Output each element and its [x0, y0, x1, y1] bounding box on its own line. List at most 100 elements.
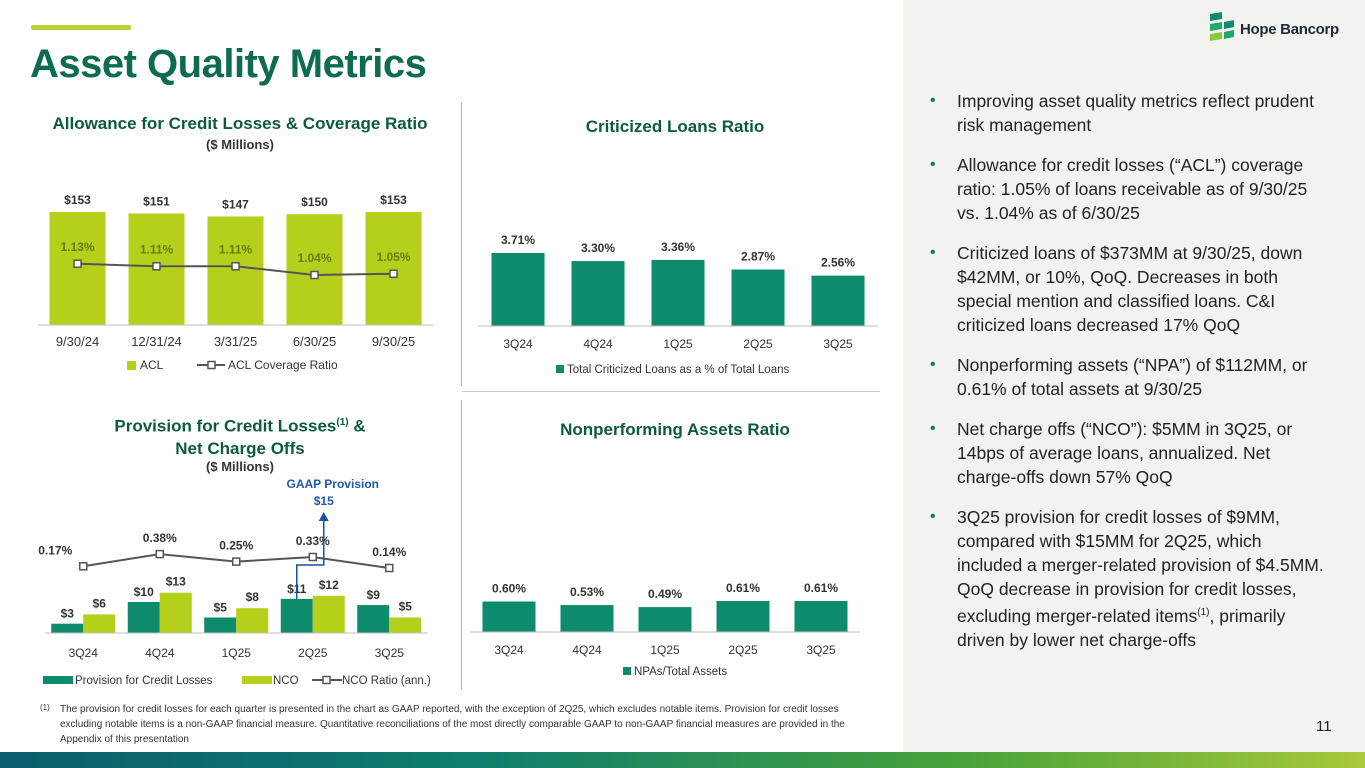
provision-title-text: Provision for Credit Losses — [114, 416, 337, 436]
criticized-x-tick-label: 4Q24 — [583, 337, 613, 351]
nco-bar — [389, 617, 422, 633]
criticized-bar — [811, 275, 865, 326]
nco-ratio-legend-label: NCO Ratio (ann.) — [342, 675, 431, 687]
footnote: (1) The provision for credit losses for … — [40, 702, 870, 747]
npa-bar-label: 0.60% — [492, 582, 526, 596]
provision-bar-label: $3 — [61, 607, 75, 621]
npa-bar-label: 0.61% — [726, 581, 760, 595]
provision-x-tick-label: 4Q24 — [145, 646, 175, 660]
nco-bar-label: $8 — [246, 590, 260, 604]
npa-bar — [794, 601, 848, 632]
nco-ratio-label: 0.38% — [143, 531, 177, 545]
page-title: Asset Quality Metrics — [30, 42, 427, 86]
npa-chart-title: Nonperforming Assets Ratio — [560, 420, 790, 439]
brand-gradient-bar — [0, 752, 1365, 768]
npa-bar-label: 0.61% — [804, 581, 838, 595]
nco-legend-label: NCO — [273, 675, 299, 687]
nco-bar-label: $6 — [93, 596, 107, 610]
nco-bar — [159, 592, 192, 633]
acl-coverage-marker — [389, 269, 398, 278]
bullet-text: Improving asset quality metrics reflect … — [957, 91, 1314, 135]
acl-bar — [286, 214, 343, 325]
bullet-item: • Nonperforming assets (“NPA”) of $112MM,… — [930, 353, 1330, 401]
title-accent-line — [31, 25, 131, 30]
acl-chart-subtitle: ($ Millions) — [206, 137, 274, 152]
criticized-bar — [571, 261, 625, 326]
bullet-text-end: , primarily driven by lower net charge-o… — [957, 605, 1286, 650]
commentary-panel — [903, 0, 1365, 752]
provision-chart-subtitle: ($ Millions) — [206, 459, 274, 474]
provision-bar-label: $5 — [214, 601, 228, 615]
provision-bar — [127, 602, 160, 633]
provision-x-tick-label: 1Q25 — [222, 646, 252, 660]
npa-bar — [560, 605, 614, 632]
npa-bar-label: 0.53% — [570, 585, 604, 599]
provision-bar — [280, 598, 313, 633]
criticized-x-tick-label: 2Q25 — [743, 337, 773, 351]
bullet-item: • Allowance for credit losses (“ACL”) cov… — [930, 153, 1330, 225]
provision-bar — [204, 617, 237, 633]
criticized-bar-label: 3.71% — [501, 233, 535, 247]
acl-bar — [207, 216, 264, 325]
npa-x-tick-label: 3Q24 — [494, 643, 524, 657]
bullet-dot-icon: • — [930, 356, 936, 373]
footnote-text: The provision for credit losses for each… — [60, 704, 845, 745]
nco-ratio-label: 0.17% — [38, 543, 72, 557]
nco-ratio-legend-marker — [322, 675, 331, 685]
provision-bar-label: $10 — [134, 585, 154, 599]
nco-bar — [83, 614, 116, 633]
acl-bar — [365, 212, 422, 325]
acl-x-tick-label: 9/30/24 — [56, 334, 99, 349]
bullet-item: • Criticized loans of $373MM at 9/30/25, … — [930, 241, 1330, 337]
acl-bar-label: $153 — [64, 193, 91, 207]
provision-bar — [357, 605, 390, 633]
npa-bar — [482, 601, 536, 632]
acl-coverage-marker — [152, 262, 161, 271]
criticized-bar — [491, 253, 545, 326]
provision-legend-swatch — [43, 676, 73, 684]
provision-title-amp: & — [348, 416, 366, 436]
npa-x-tick-label: 1Q25 — [650, 643, 680, 657]
provision-bar — [51, 623, 84, 633]
acl-coverage-marker — [73, 259, 82, 268]
acl-x-tick-label: 12/31/24 — [131, 334, 182, 349]
nco-legend-swatch — [242, 676, 272, 684]
provision-x-tick-label: 3Q25 — [375, 646, 405, 660]
page-number: 11 — [1316, 718, 1332, 735]
acl-coverage-marker — [310, 270, 319, 280]
bullet-text: 3Q25 provision for credit losses of $9MM… — [957, 507, 1324, 626]
acl-chart-title: Allowance for Credit Losses & Coverage R… — [52, 114, 428, 133]
acl-chart: $153 9/30/24 $151 12/31/24 $147 3/31/25 $150 6/… — [38, 193, 433, 372]
divider-vertical-bottom — [461, 400, 462, 690]
acl-coverage-label: 1.04% — [297, 251, 331, 265]
npa-bar-label: 0.49% — [648, 587, 682, 601]
divider-vertical-top — [461, 102, 462, 386]
bullet-item: • Improving asset quality metrics reflect… — [930, 89, 1330, 137]
provision-x-tick-label: 3Q24 — [69, 646, 99, 660]
criticized-bar-label: 2.56% — [821, 256, 855, 270]
bullet-item: • 3Q25 provision for credit losses of $9M… — [930, 505, 1330, 652]
criticized-bar-label: 2.87% — [741, 250, 775, 264]
npa-bar — [716, 601, 770, 632]
nco-ratio-marker — [232, 557, 241, 566]
nco-bar-label: $12 — [319, 578, 339, 592]
acl-legend-label-line: ACL Coverage Ratio — [228, 358, 338, 372]
acl-x-tick-label: 3/31/25 — [214, 334, 257, 349]
npa-x-tick-label: 4Q24 — [572, 643, 602, 657]
acl-coverage-label: 1.11% — [219, 242, 253, 256]
criticized-bar-label: 3.30% — [581, 241, 615, 255]
nco-bar-label: $13 — [166, 575, 186, 589]
logo-text: Hope Bancorp — [1240, 21, 1339, 38]
bullet-dot-icon: • — [930, 244, 936, 261]
npa-bar — [638, 607, 692, 632]
criticized-legend-label: Total Criticized Loans as a % of Total L… — [567, 364, 789, 376]
provision-title-line2: Net Charge Offs — [175, 438, 305, 458]
acl-x-tick-label: 6/30/25 — [293, 334, 336, 349]
acl-bar-label: $153 — [380, 193, 407, 207]
nco-ratio-label: 0.33% — [296, 534, 330, 548]
acl-coverage-label: 1.11% — [140, 242, 174, 256]
criticized-bar — [731, 269, 785, 326]
bullet-footnote-ref: (1) — [1197, 607, 1210, 618]
npa-legend-label: NPAs/Total Assets — [634, 666, 727, 678]
nco-ratio-marker — [308, 552, 317, 562]
